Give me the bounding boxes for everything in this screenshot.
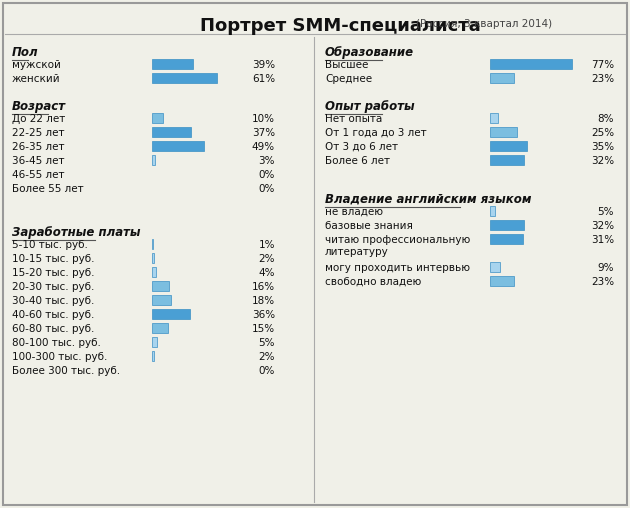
Text: 49%: 49%: [252, 142, 275, 152]
Text: 15%: 15%: [252, 324, 275, 334]
Text: Владение английским языком: Владение английским языком: [325, 193, 532, 206]
Bar: [490, 206, 495, 216]
Text: Портрет SMM-специалиста: Портрет SMM-специалиста: [200, 17, 481, 35]
Bar: [152, 155, 155, 165]
Bar: [490, 262, 500, 272]
Text: Опыт работы: Опыт работы: [325, 100, 415, 113]
Text: 100-300 тыс. руб.: 100-300 тыс. руб.: [12, 352, 107, 362]
Text: 23%: 23%: [591, 277, 614, 287]
Text: 18%: 18%: [252, 296, 275, 306]
Text: Возраст: Возраст: [12, 100, 66, 113]
Text: 15-20 тыс. руб.: 15-20 тыс. руб.: [12, 268, 94, 278]
Text: 2%: 2%: [258, 352, 275, 362]
Bar: [490, 73, 514, 83]
Text: Заработные платы: Заработные платы: [12, 226, 140, 239]
Bar: [152, 253, 154, 263]
Bar: [490, 234, 523, 244]
Text: До 22 лет: До 22 лет: [12, 114, 66, 124]
Bar: [152, 239, 153, 249]
Text: 16%: 16%: [252, 282, 275, 292]
Bar: [152, 127, 192, 137]
Text: 20-30 тыс. руб.: 20-30 тыс. руб.: [12, 282, 94, 292]
Text: 0%: 0%: [259, 170, 275, 180]
Text: 36%: 36%: [252, 310, 275, 320]
Text: 10-15 тыс. руб.: 10-15 тыс. руб.: [12, 254, 94, 264]
Bar: [152, 113, 163, 123]
Text: 30-40 тыс. руб.: 30-40 тыс. руб.: [12, 296, 94, 306]
Text: 22-25 лет: 22-25 лет: [12, 128, 64, 138]
Text: 61%: 61%: [252, 74, 275, 84]
Bar: [490, 220, 524, 230]
Text: Высшее: Высшее: [325, 60, 369, 70]
Text: 80-100 тыс. руб.: 80-100 тыс. руб.: [12, 338, 101, 348]
Bar: [152, 295, 171, 305]
Text: 32%: 32%: [591, 221, 614, 231]
Bar: [152, 323, 168, 333]
Text: 8%: 8%: [597, 114, 614, 124]
Bar: [152, 73, 217, 83]
Text: 5%: 5%: [597, 207, 614, 217]
Text: Более 300 тыс. руб.: Более 300 тыс. руб.: [12, 366, 120, 376]
Text: 35%: 35%: [591, 142, 614, 152]
Text: 3%: 3%: [258, 156, 275, 166]
Bar: [490, 141, 527, 151]
Text: 4%: 4%: [258, 268, 275, 278]
Text: 39%: 39%: [252, 60, 275, 70]
Text: свободно владею: свободно владею: [325, 277, 421, 287]
Text: 10%: 10%: [252, 114, 275, 124]
Text: Нет опыта: Нет опыта: [325, 114, 382, 124]
Text: 77%: 77%: [591, 60, 614, 70]
Text: 31%: 31%: [591, 235, 614, 245]
Text: 0%: 0%: [259, 184, 275, 194]
Text: 46-55 лет: 46-55 лет: [12, 170, 64, 180]
Bar: [152, 337, 158, 347]
Text: 37%: 37%: [252, 128, 275, 138]
Text: мужской: мужской: [12, 60, 61, 70]
Bar: [152, 309, 190, 319]
Bar: [490, 113, 498, 123]
Text: 2%: 2%: [258, 254, 275, 264]
Bar: [152, 141, 204, 151]
Bar: [490, 276, 514, 286]
Bar: [152, 59, 193, 69]
Text: 60-80 тыс. руб.: 60-80 тыс. руб.: [12, 324, 94, 334]
Text: 26-35 лет: 26-35 лет: [12, 142, 64, 152]
Text: 25%: 25%: [591, 128, 614, 138]
Text: 9%: 9%: [597, 263, 614, 273]
Text: Среднее: Среднее: [325, 74, 372, 84]
Bar: [490, 59, 571, 69]
Text: 23%: 23%: [591, 74, 614, 84]
Bar: [152, 267, 156, 277]
Text: женский: женский: [12, 74, 60, 84]
Bar: [490, 155, 524, 165]
Text: могу проходить интервью: могу проходить интервью: [325, 263, 470, 273]
Text: (Россия, 3 квартал 2014): (Россия, 3 квартал 2014): [416, 19, 552, 29]
Text: От 3 до 6 лет: От 3 до 6 лет: [325, 142, 398, 152]
Text: Более 55 лет: Более 55 лет: [12, 184, 84, 194]
Bar: [152, 281, 169, 291]
Text: базовые знания: базовые знания: [325, 221, 413, 231]
FancyBboxPatch shape: [3, 3, 627, 505]
Text: 1%: 1%: [258, 240, 275, 250]
Bar: [152, 351, 154, 361]
Text: 32%: 32%: [591, 156, 614, 166]
Text: читаю профессиональную
литературу: читаю профессиональную литературу: [325, 235, 470, 257]
Text: 0%: 0%: [259, 366, 275, 376]
Text: 5-10 тыс. руб.: 5-10 тыс. руб.: [12, 240, 88, 250]
Text: Образование: Образование: [325, 46, 414, 59]
Text: 5%: 5%: [258, 338, 275, 348]
Text: Более 6 лет: Более 6 лет: [325, 156, 390, 166]
Bar: [490, 127, 517, 137]
Text: не владею: не владею: [325, 207, 383, 217]
Text: От 1 года до 3 лет: От 1 года до 3 лет: [325, 128, 427, 138]
Text: Пол: Пол: [12, 46, 38, 59]
Text: 36-45 лет: 36-45 лет: [12, 156, 64, 166]
Text: 40-60 тыс. руб.: 40-60 тыс. руб.: [12, 310, 94, 320]
